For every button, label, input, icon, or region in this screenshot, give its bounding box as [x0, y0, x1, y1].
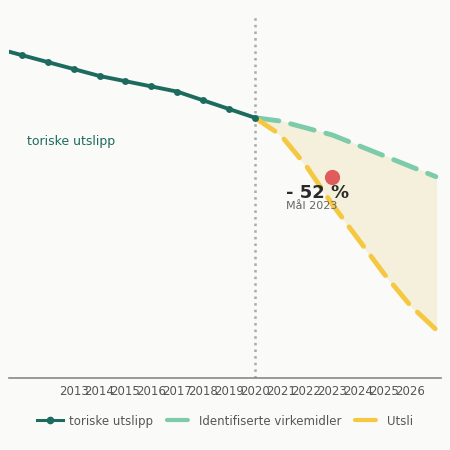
Point — [329, 173, 336, 180]
Text: Mål 2023: Mål 2023 — [286, 201, 337, 211]
Legend: toriske utslipp, Identifiserte virkemidler, Utsli: toriske utslipp, Identifiserte virkemidl… — [32, 410, 418, 432]
Text: - 52 %: - 52 % — [286, 184, 349, 202]
Text: toriske utslipp: toriske utslipp — [27, 135, 115, 148]
